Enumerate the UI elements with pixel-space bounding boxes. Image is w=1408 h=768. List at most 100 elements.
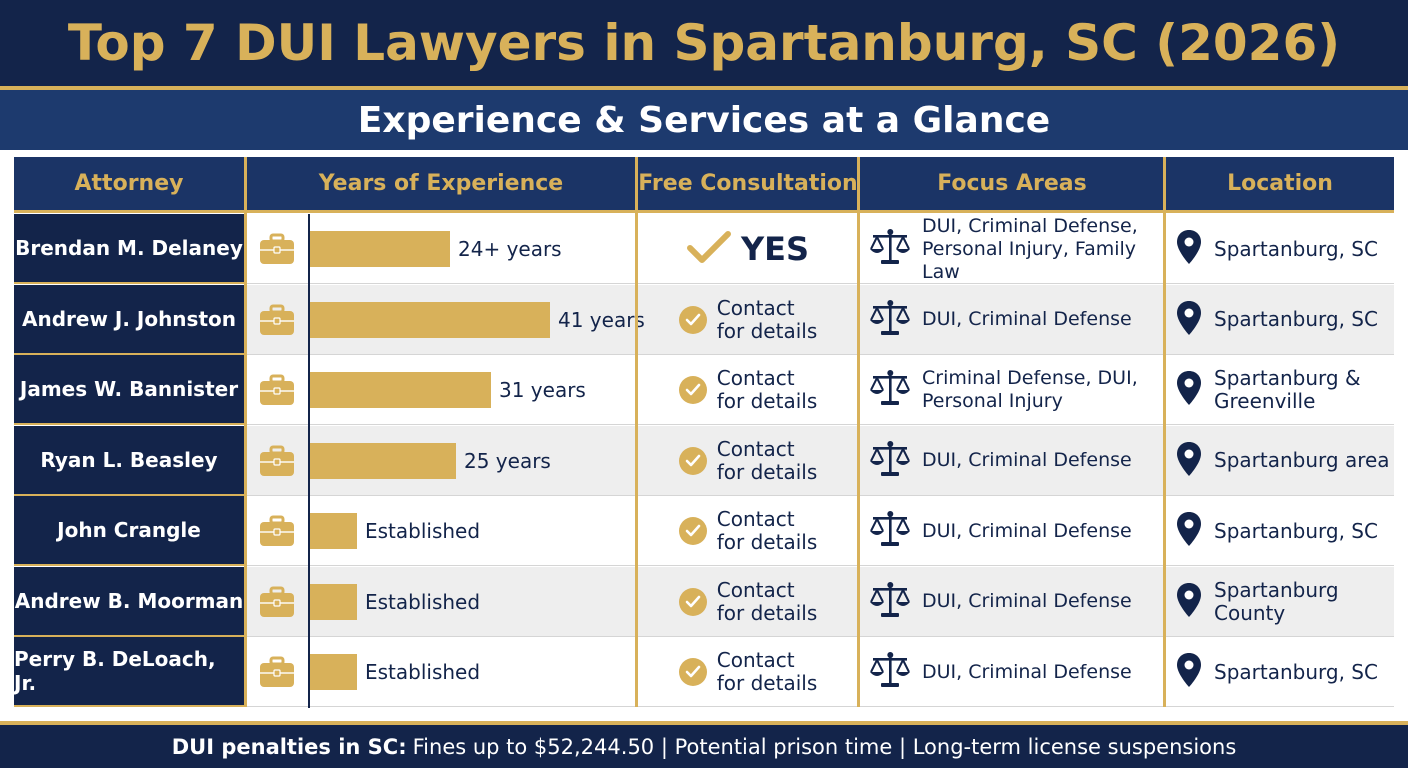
check-circle-icon [678, 446, 707, 475]
page-title: Top 7 DUI Lawyers in Spartanburg, SC (20… [67, 14, 1341, 72]
map-pin-icon [1176, 229, 1202, 269]
column-separator [1163, 157, 1166, 707]
location-cell: Spartanburg County [1166, 567, 1394, 637]
consultation-cell: Contact for details [638, 285, 858, 355]
experience-label: 41 years [558, 307, 645, 332]
attorney-name: Perry B. DeLoach, Jr. [14, 647, 216, 695]
title-bar: Top 7 DUI Lawyers in Spartanburg, SC (20… [0, 0, 1408, 86]
scales-of-justice-icon [868, 227, 912, 271]
scales-of-justice-icon [868, 509, 912, 553]
attorney-name: Andrew J. Johnston [21, 306, 236, 331]
focus-text: DUI, Criminal Defense [922, 661, 1132, 684]
location-cell: Spartanburg, SC [1166, 637, 1394, 707]
focus-text: DUI, Criminal Defense [922, 520, 1132, 543]
subtitle-bar: Experience & Services at a Glance [0, 90, 1408, 150]
location-text: Spartanburg, SC [1214, 659, 1378, 684]
location-text: Spartanburg, SC [1214, 308, 1378, 331]
attorney-cell: Andrew J. Johnston [14, 284, 244, 355]
attorney-cell: James W. Bannister [14, 355, 244, 425]
consultation-text: Contact for details [716, 577, 818, 625]
briefcase-icon [258, 655, 296, 689]
header-location: Location [1166, 157, 1394, 213]
briefcase-icon [258, 514, 296, 548]
focus-cell: Criminal Defense, DUI, Personal Injury [860, 355, 1164, 425]
consultation-text: Contact for details [716, 437, 818, 484]
experience-label: 25 years [464, 448, 551, 473]
scales-of-justice-icon [868, 580, 912, 624]
attorney-cell: Brendan M. Delaney [14, 214, 244, 284]
consultation-line: Contact [716, 577, 795, 602]
scales-of-justice-icon [868, 650, 912, 694]
map-pin-icon [1176, 370, 1202, 410]
consultation-line: for details [716, 459, 818, 484]
location-text: Spartanburg & Greenville [1214, 367, 1361, 413]
experience-bar [310, 301, 550, 338]
column-separator [635, 157, 638, 707]
map-pin-icon [1176, 582, 1202, 622]
briefcase-icon [258, 303, 296, 337]
location-line: County [1214, 600, 1286, 625]
focus-cell: DUI, Criminal Defense [860, 567, 1164, 637]
location-line: Spartanburg, SC [1214, 659, 1378, 684]
consultation-text: Contact for details [716, 295, 818, 343]
scales-of-justice-icon [868, 368, 912, 412]
consultation-line: Contact [716, 295, 795, 320]
briefcase-icon [258, 585, 296, 619]
focus-line: DUI, Criminal Defense [922, 308, 1132, 330]
briefcase-icon [258, 444, 296, 478]
consultation-text: Contact for details [717, 508, 818, 554]
header-years: Years of Experience [247, 157, 635, 213]
attorney-name: James W. Bannister [19, 377, 239, 401]
focus-text: DUI, Criminal Defense [922, 308, 1132, 331]
focus-text: DUI, Criminal Defense [922, 590, 1132, 613]
location-line: Spartanburg & [1214, 366, 1361, 390]
attorney-name: Brendan M. Delaney [15, 236, 243, 260]
footer-text: Fines up to $52,244.50 | Potential priso… [412, 734, 1237, 759]
map-pin-icon [1176, 652, 1202, 692]
briefcase-icon [258, 232, 296, 266]
focus-line: Personal Injury, Family Law [922, 237, 1137, 283]
table-row: Brendan M. Delaney 24+ years YES DUI, Crimi… [14, 214, 1394, 284]
location-text: Spartanburg County [1214, 578, 1339, 625]
focus-line: DUI, Criminal Defense [922, 449, 1132, 471]
checkmark-icon [686, 230, 731, 268]
consultation-cell: Contact for details [638, 426, 858, 496]
experience-label: 24+ years [458, 237, 562, 261]
consultation-line: for details [716, 530, 818, 554]
consultation-line: Contact [716, 366, 795, 390]
consultation-line: Contact [716, 507, 795, 531]
experience-bar [310, 372, 491, 408]
consultation-cell: YES [638, 214, 858, 284]
check-circle-icon [678, 658, 707, 686]
consultation-line: for details [716, 600, 818, 625]
header-attorney: Attorney [14, 157, 244, 213]
attorney-cell: Andrew B. Moorman [14, 566, 244, 637]
consultation-text: Contact for details [717, 367, 818, 413]
attorney-cell: John Crangle [14, 496, 244, 566]
location-cell: Spartanburg area [1166, 426, 1394, 496]
experience-bar [310, 231, 450, 267]
experience-bar [310, 583, 357, 620]
location-cell: Spartanburg, SC [1166, 496, 1394, 566]
table-row: Andrew B. Moorman Established Contact for d… [14, 566, 1394, 637]
check-circle-icon [678, 376, 707, 404]
page-subtitle: Experience & Services at a Glance [357, 99, 1051, 141]
location-line: Spartanburg, SC [1214, 518, 1378, 543]
focus-text: DUI, Criminal Defense, Personal Injury, F… [922, 215, 1164, 284]
experience-label: Established [365, 519, 481, 543]
focus-cell: DUI, Criminal Defense [860, 637, 1164, 707]
check-circle-icon [678, 587, 707, 616]
check-circle-icon [678, 517, 707, 545]
focus-cell: DUI, Criminal Defense, Personal Injury, F… [860, 214, 1164, 284]
title-divider [0, 86, 1408, 90]
footer-bold: DUI penalties in SC: [171, 734, 407, 759]
location-cell: Spartanburg, SC [1166, 285, 1394, 355]
consultation-line: Contact [716, 648, 795, 672]
table-row: Andrew J. Johnston 41 years Contact for det… [14, 284, 1394, 355]
focus-line: Criminal Defense, DUI, [922, 367, 1138, 389]
header-consultation: Free Consultation [638, 157, 858, 213]
consultation-cell: Contact for details [638, 355, 858, 425]
location-line: Spartanburg, SC [1214, 236, 1378, 261]
header-focus: Focus Areas [860, 157, 1164, 213]
location-line: Spartanburg area [1214, 448, 1390, 472]
